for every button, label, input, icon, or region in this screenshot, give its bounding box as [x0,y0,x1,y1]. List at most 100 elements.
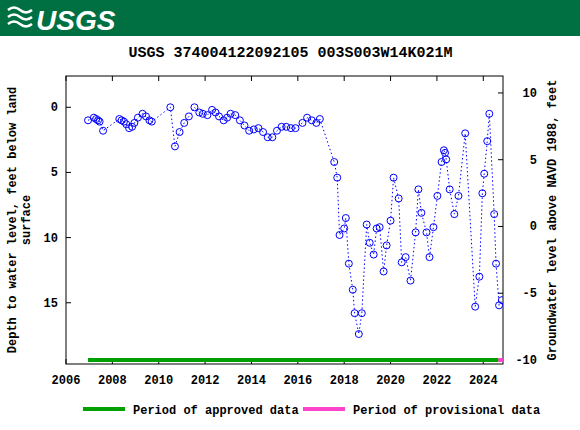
y2-tick-label: -5 [523,287,537,301]
data-point [387,217,394,224]
data-point [415,186,422,193]
data-point [430,224,437,231]
data-point [176,129,183,136]
data-point [334,174,341,181]
logo-wave [8,22,32,27]
data-point [358,310,365,317]
x-tick-label: 2008 [98,374,127,388]
data-point [481,170,488,177]
data-point [269,134,276,141]
data-point [363,221,370,228]
data-point [484,138,491,145]
x-tick-label: 2012 [191,374,220,388]
data-point [349,286,356,293]
y-tick [66,172,71,173]
data-point [255,125,262,132]
data-point [476,273,483,280]
data-point [486,110,493,117]
data-point [493,260,500,267]
legend-swatch [303,407,345,411]
data-point [426,254,433,261]
legend-label: Period of approved data [133,404,299,418]
plot-frame [66,76,503,364]
data-point [185,113,192,120]
x-tick-label: 2020 [376,374,405,388]
data-point [498,297,503,304]
x-tick-label: 2022 [423,374,452,388]
data-point [351,310,358,317]
x-tick [66,359,67,364]
x-tick-label: 2006 [52,374,81,388]
data-point [423,229,430,236]
header-band [0,0,580,36]
x-tick-label: 2016 [283,374,312,388]
y2-tick [498,159,503,160]
data-point [462,130,469,137]
x-tick [112,76,113,81]
y2-tick-label: 0 [530,220,537,234]
data-point [199,110,206,117]
legend-label: Period of provisional data [353,404,540,418]
data-point [134,114,141,121]
data-point [292,125,299,132]
y-tick-label: 5 [51,166,58,180]
data-point [331,159,338,166]
x-tick [66,76,67,81]
y2-tick [498,293,503,294]
data-point [443,156,450,163]
x-tick [158,76,159,81]
logo-wave [8,8,32,13]
y2-tick-label: -10 [515,354,537,368]
legend-swatch [83,407,125,411]
y-axis-label: Depth to water level, feet below land [6,87,20,353]
x-tick-label: 2024 [469,374,498,388]
x-tick [483,76,484,81]
y-axis-label: surface [20,195,34,245]
data-point [442,149,449,156]
title: USGS 374004122092105 003S003W14K021M [128,45,452,62]
y2-tick [498,226,503,227]
data-point [342,215,349,222]
y2-tick-label: 5 [530,154,537,168]
y2-tick [498,92,503,93]
data-point [246,127,253,134]
x-tick [436,76,437,81]
chart: USGS USGS 374004122092105 003S003W14K021M… [0,0,580,430]
data-point [446,186,453,193]
data-point [376,224,383,231]
period-bar [498,358,503,362]
data-point [273,127,280,134]
x-tick [251,76,252,81]
x-tick-label: 2014 [237,374,266,388]
data-point [390,174,397,181]
y-tick-label: 15 [44,297,58,311]
x-tick [297,76,298,81]
series-line [88,107,502,334]
logo-text: USGS [36,5,116,36]
data-point [250,126,257,133]
data-point [167,104,174,111]
data-point [451,211,458,218]
data-point [366,239,373,246]
y2-axis-label: Groundwater level above NAVD 1988, feet [546,80,560,361]
data-point [455,192,462,199]
data-point [345,260,352,267]
data-point [316,116,323,123]
data-point [341,225,348,232]
y-tick [66,107,71,108]
y-tick-label: 10 [44,232,58,246]
data-point [96,118,103,125]
data-point [380,268,387,275]
logo-wave [8,15,32,20]
x-tick-label: 2018 [330,374,359,388]
y-tick [66,302,71,303]
data-point [216,113,223,120]
data-point [370,251,377,258]
x-tick-label: 2010 [144,374,173,388]
logo: USGS [8,5,116,36]
y-tick-label: 0 [51,101,58,115]
x-tick [344,76,345,81]
data-point [131,119,138,126]
data-point [472,303,479,310]
y2-tick-label: 10 [523,87,537,101]
